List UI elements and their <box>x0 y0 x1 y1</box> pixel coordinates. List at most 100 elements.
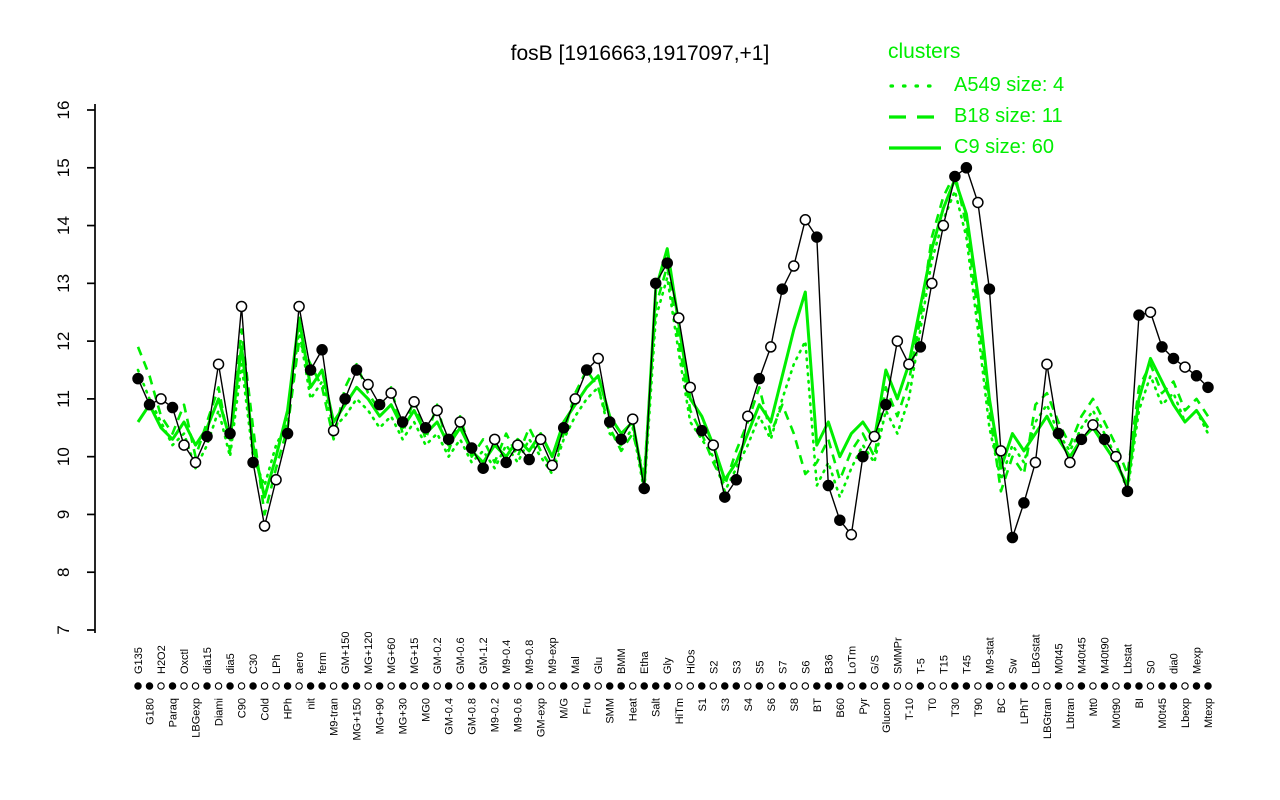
data-point-filled <box>1075 433 1088 446</box>
x-axis-label: ferm <box>317 652 329 674</box>
condition-marker <box>180 682 188 690</box>
x-axis-label: B60 <box>835 698 847 718</box>
data-point-open <box>926 277 938 290</box>
x-axis-label: Etha <box>639 650 651 674</box>
x-axis-label: T15 <box>938 655 950 674</box>
x-axis-label: T0 <box>927 698 939 711</box>
y-axis-tick-label: 10 <box>54 447 73 466</box>
y-axis-tick-label: 9 <box>54 510 73 519</box>
data-point-filled <box>1167 352 1180 365</box>
data-point-open <box>235 300 248 313</box>
data-point-filled <box>373 398 386 411</box>
condition-marker <box>582 682 591 690</box>
data-point-open <box>408 396 420 408</box>
condition-marker <box>962 682 971 690</box>
data-point-filled <box>983 283 996 295</box>
condition-marker <box>893 682 902 690</box>
x-axis-label: Diami <box>214 698 226 726</box>
x-axis-label: GM-exp <box>536 698 548 737</box>
x-axis-label: aero <box>294 652 306 674</box>
condition-marker <box>1043 682 1051 690</box>
data-point-filled <box>304 364 317 376</box>
x-axis-label: S4 <box>743 698 755 711</box>
data-point-open <box>258 520 271 532</box>
condition-marker <box>985 682 994 690</box>
condition-marker <box>778 682 787 690</box>
x-axis-label: BI <box>1134 698 1146 708</box>
data-point-open <box>1041 358 1053 370</box>
data-point-open <box>534 433 547 446</box>
condition-marker <box>1181 682 1189 690</box>
data-point-open <box>1179 361 1191 373</box>
x-axis-label: S5 <box>754 661 766 674</box>
condition-marker <box>1089 682 1097 690</box>
x-axis-label: M0t45 <box>1157 698 1169 729</box>
condition-marker <box>226 682 234 690</box>
data-point-open <box>684 381 697 394</box>
condition-marker <box>341 682 349 690</box>
x-axis-label: Heat <box>628 698 640 721</box>
data-point-filled <box>201 430 213 443</box>
condition-marker <box>272 682 280 690</box>
x-axis-label: Lbexp <box>1180 698 1192 728</box>
cluster-line-c9 <box>136 177 1210 499</box>
condition-marker <box>974 682 982 690</box>
condition-marker <box>536 682 545 690</box>
condition-marker <box>249 682 257 690</box>
dotted-line-icon <box>889 83 941 88</box>
condition-marker <box>847 682 856 690</box>
condition-marker <box>1146 682 1155 690</box>
condition-marker <box>145 682 154 690</box>
condition-marker <box>1192 682 1201 690</box>
condition-marker <box>329 682 338 690</box>
data-point-open <box>707 439 720 451</box>
data-point-open <box>891 335 904 347</box>
data-point-open <box>626 413 639 425</box>
data-point-filled <box>730 474 743 486</box>
data-point-open <box>788 260 800 272</box>
data-point-filled <box>834 514 846 526</box>
x-axis-label: T90 <box>973 698 985 717</box>
condition-marker <box>767 682 775 690</box>
data-point-open <box>362 378 374 391</box>
x-axis-label: LPhT <box>1019 698 1031 725</box>
x-axis-label: M40t90 <box>1099 637 1111 674</box>
condition-marker <box>928 682 936 690</box>
x-axis-label: Oxctl <box>179 649 191 674</box>
cluster-line-b18 <box>136 172 1210 516</box>
data-point-open <box>1087 419 1099 431</box>
data-point-open <box>546 459 558 472</box>
y-axis-tick-label: 16 <box>54 101 73 120</box>
condition-marker <box>732 682 741 690</box>
data-point-open <box>903 358 915 370</box>
legend-label-a549: A549 size: 4 <box>954 74 1065 96</box>
x-axis-label: C90 <box>237 698 249 718</box>
x-axis-label: Sw <box>1007 659 1019 674</box>
x-axis-label: Mexp <box>1191 647 1203 674</box>
x-axis-label: Glucon <box>881 698 893 733</box>
x-axis-label: M/G <box>559 698 571 719</box>
data-point-filled <box>132 372 144 385</box>
x-axis-label: T45 <box>961 655 973 674</box>
x-axis-label: S7 <box>777 661 789 674</box>
data-point-open <box>327 424 340 437</box>
x-axis-label: M40t45 <box>1076 637 1088 674</box>
data-point-open <box>1029 456 1042 469</box>
data-point-filled <box>1006 531 1019 544</box>
x-axis-label: M9-0.6 <box>513 698 525 732</box>
condition-marker <box>502 682 510 690</box>
data-point-filled <box>914 341 927 353</box>
data-point-open <box>178 439 190 451</box>
condition-marker <box>352 682 361 690</box>
data-point-open <box>868 430 881 443</box>
condition-marker <box>721 682 729 690</box>
data-point-filled <box>350 364 363 376</box>
condition-marker <box>905 682 913 690</box>
condition-marker <box>836 682 844 690</box>
x-axis-label: GM-0.2 <box>432 637 444 674</box>
x-axis-label: S8 <box>789 698 801 711</box>
x-axis-label: M9-tran <box>329 698 341 736</box>
legend: clusters A549 size: 4 B18 size: 11 C9 si… <box>888 40 1064 163</box>
data-point-filled <box>1133 309 1145 321</box>
